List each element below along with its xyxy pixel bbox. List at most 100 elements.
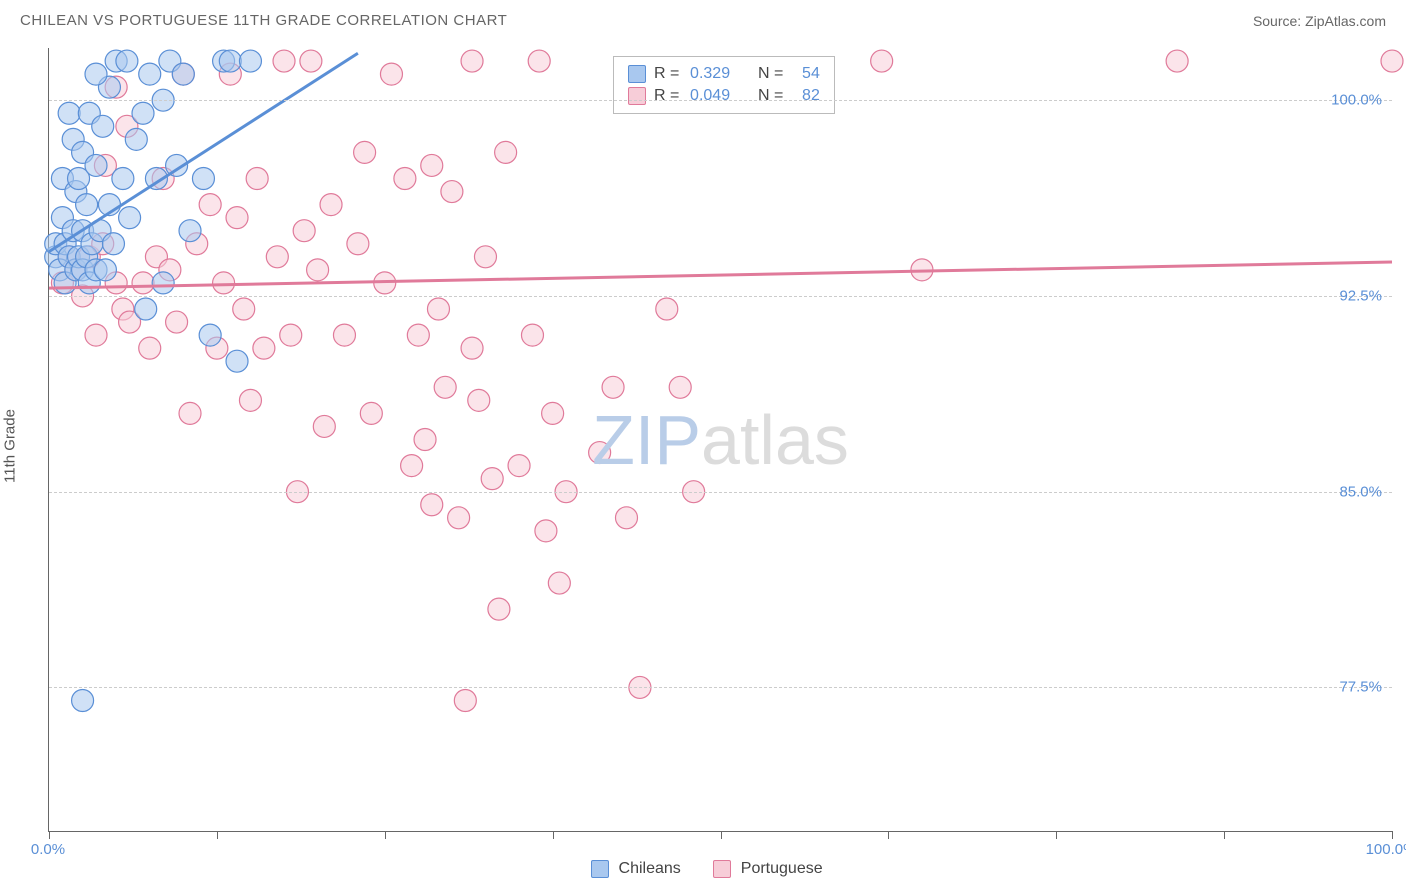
data-point (179, 220, 201, 242)
data-point (871, 50, 893, 72)
x-tick (553, 831, 554, 839)
data-point (427, 298, 449, 320)
x-tick-label: 0.0% (31, 841, 65, 858)
data-point (307, 259, 329, 281)
series-legend: Chileans Portuguese (591, 860, 823, 878)
data-point (414, 429, 436, 451)
data-point (300, 50, 322, 72)
data-point (528, 50, 550, 72)
data-point (1381, 50, 1403, 72)
gridline (49, 296, 1392, 297)
data-point (461, 50, 483, 72)
data-point (589, 442, 611, 464)
x-tick (385, 831, 386, 839)
data-point (1166, 50, 1188, 72)
data-point (72, 690, 94, 712)
data-point (199, 194, 221, 216)
data-point (313, 415, 335, 437)
x-tick (1224, 831, 1225, 839)
data-point (481, 468, 503, 490)
r-label: R = (654, 87, 682, 105)
x-tick (1392, 831, 1393, 839)
data-point (132, 272, 154, 294)
data-point (495, 141, 517, 163)
data-point (85, 324, 107, 346)
data-point (192, 168, 214, 190)
r-value: 0.329 (690, 65, 750, 83)
data-point (85, 154, 107, 176)
data-point (139, 337, 161, 359)
y-tick-label: 77.5% (1339, 679, 1382, 696)
scatter-plot (49, 48, 1392, 831)
data-point (132, 102, 154, 124)
x-tick-label: 100.0% (1366, 841, 1406, 858)
data-point (354, 141, 376, 163)
data-point (448, 507, 470, 529)
data-point (293, 220, 315, 242)
data-point (669, 376, 691, 398)
data-point (434, 376, 456, 398)
data-point (226, 350, 248, 372)
data-point (246, 168, 268, 190)
data-point (461, 337, 483, 359)
x-tick (49, 831, 50, 839)
x-tick (721, 831, 722, 839)
data-point (273, 50, 295, 72)
data-point (488, 598, 510, 620)
data-point (102, 233, 124, 255)
x-tick (1056, 831, 1057, 839)
legend-swatch (628, 87, 646, 105)
data-point (199, 324, 221, 346)
data-point (139, 63, 161, 85)
data-point (468, 389, 490, 411)
source-label: Source: ZipAtlas.com (1253, 13, 1386, 29)
data-point (656, 298, 678, 320)
data-point (280, 324, 302, 346)
y-axis-label: 11th Grade (2, 409, 19, 483)
gridline (49, 492, 1392, 493)
data-point (548, 572, 570, 594)
data-point (226, 207, 248, 229)
data-point (152, 272, 174, 294)
legend-item: Chileans (591, 860, 681, 878)
data-point (407, 324, 429, 346)
n-label: N = (758, 65, 794, 83)
legend-swatch (713, 860, 731, 878)
data-point (219, 50, 241, 72)
data-point (179, 402, 201, 424)
legend-item: Portuguese (713, 860, 823, 878)
data-point (166, 311, 188, 333)
data-point (119, 207, 141, 229)
data-point (116, 50, 138, 72)
data-point (542, 402, 564, 424)
data-point (508, 455, 530, 477)
data-point (521, 324, 543, 346)
gridline (49, 100, 1392, 101)
data-point (380, 63, 402, 85)
data-point (615, 507, 637, 529)
data-point (441, 181, 463, 203)
legend-label: Portuguese (741, 860, 823, 878)
data-point (125, 128, 147, 150)
data-point (421, 494, 443, 516)
data-point (454, 690, 476, 712)
data-point (253, 337, 275, 359)
legend-row: R =0.049N =82 (628, 85, 820, 107)
data-point (213, 272, 235, 294)
data-point (85, 63, 107, 85)
data-point (394, 168, 416, 190)
data-point (266, 246, 288, 268)
legend-row: R =0.329N =54 (628, 63, 820, 85)
data-point (135, 298, 157, 320)
gridline (49, 687, 1392, 688)
y-tick-label: 100.0% (1331, 92, 1382, 109)
data-point (239, 389, 261, 411)
n-value: 82 (802, 87, 820, 105)
n-label: N = (758, 87, 794, 105)
data-point (172, 63, 194, 85)
data-point (535, 520, 557, 542)
data-point (421, 154, 443, 176)
data-point (360, 402, 382, 424)
n-value: 54 (802, 65, 820, 83)
y-tick-label: 85.0% (1339, 483, 1382, 500)
